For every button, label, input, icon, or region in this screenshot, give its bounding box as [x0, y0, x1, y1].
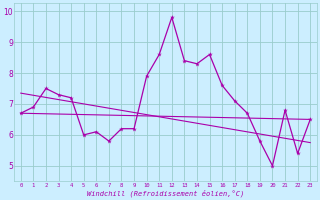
X-axis label: Windchill (Refroidissement éolien,°C): Windchill (Refroidissement éolien,°C) [87, 189, 244, 197]
